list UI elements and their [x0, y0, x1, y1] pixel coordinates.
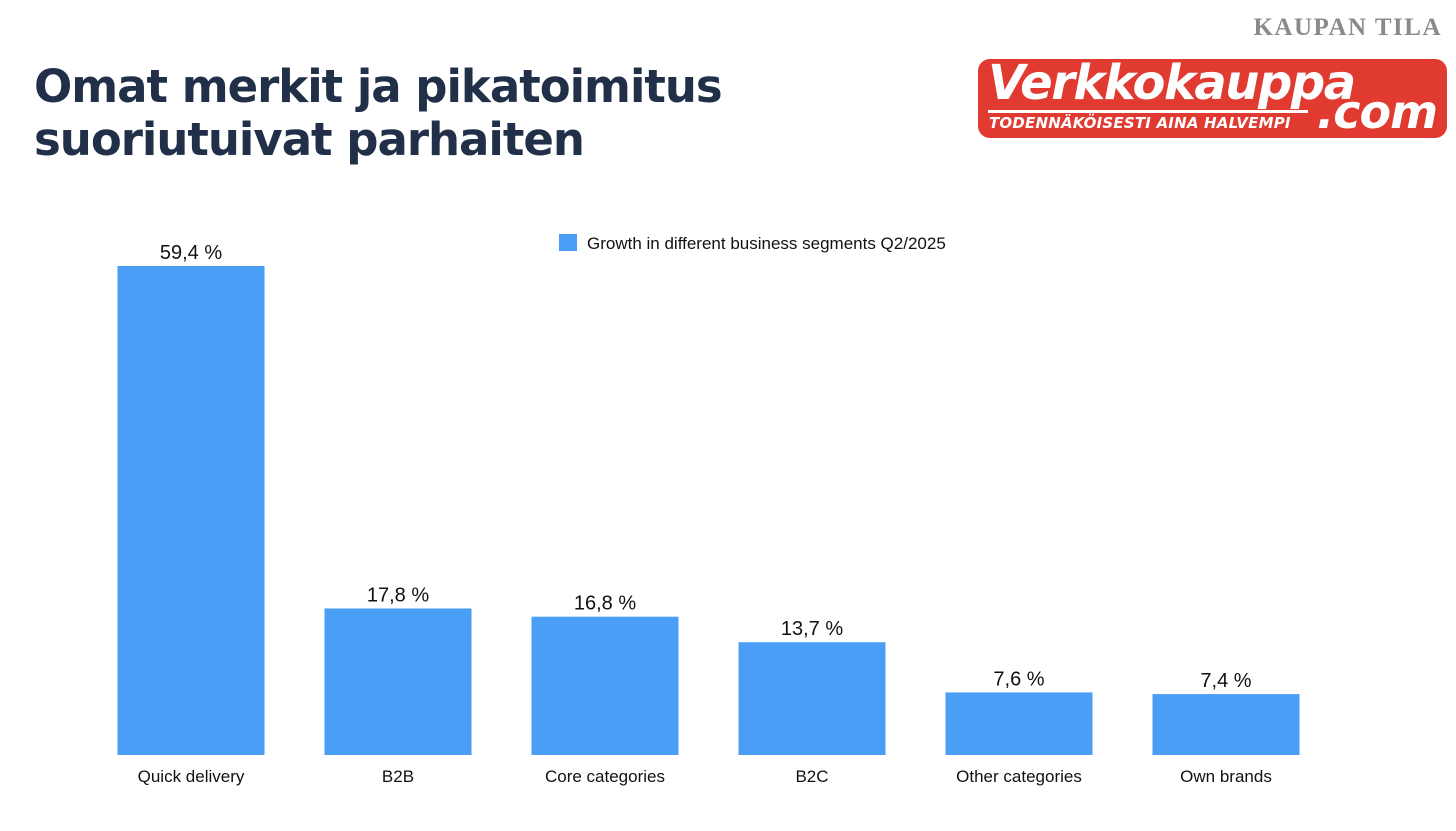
bar-4 — [945, 692, 1093, 755]
legend-swatch — [559, 234, 577, 251]
category-label-4: Other categories — [956, 767, 1082, 786]
category-label-3: B2C — [795, 767, 828, 786]
bar-5 — [1152, 694, 1300, 755]
logo-tagline: TODENNÄKÖISESTI AINA HALVEMPI — [989, 114, 1291, 132]
bar-1 — [324, 608, 472, 755]
category-label-5: Own brands — [1180, 767, 1272, 786]
value-label-4: 7,6 % — [993, 668, 1044, 690]
category-label-0: Quick delivery — [138, 767, 245, 786]
category-label-2: Core categories — [545, 767, 665, 786]
title-line-1: Omat merkit ja pikatoimitus — [34, 60, 723, 113]
bar-2 — [531, 616, 679, 755]
page-title: Omat merkit ja pikatoimitus suoriutuivat… — [34, 60, 794, 166]
logo-dotcom: .com — [1316, 85, 1438, 138]
bar-3 — [738, 642, 886, 755]
value-label-2: 16,8 % — [574, 593, 636, 615]
value-label-5: 7,4 % — [1200, 670, 1251, 692]
verkkokauppa-logo: Verkkokauppa TODENNÄKÖISESTI AINA HALVEM… — [978, 59, 1447, 138]
value-label-3: 13,7 % — [781, 618, 843, 640]
category-label-1: B2B — [382, 767, 414, 786]
value-label-1: 17,8 % — [367, 584, 429, 606]
legend-label: Growth in different business segments Q2… — [587, 234, 946, 253]
corner-tag: KAUPAN TILA — [1253, 14, 1442, 41]
value-label-0: 59,4 % — [160, 242, 222, 264]
bar-0 — [117, 266, 265, 755]
chart-legend: Growth in different business segments Q2… — [559, 234, 946, 253]
logo-underline — [988, 110, 1308, 113]
title-line-2: suoriutuivat parhaiten — [34, 113, 585, 166]
logo-name: Verkkokauppa — [988, 59, 1356, 111]
